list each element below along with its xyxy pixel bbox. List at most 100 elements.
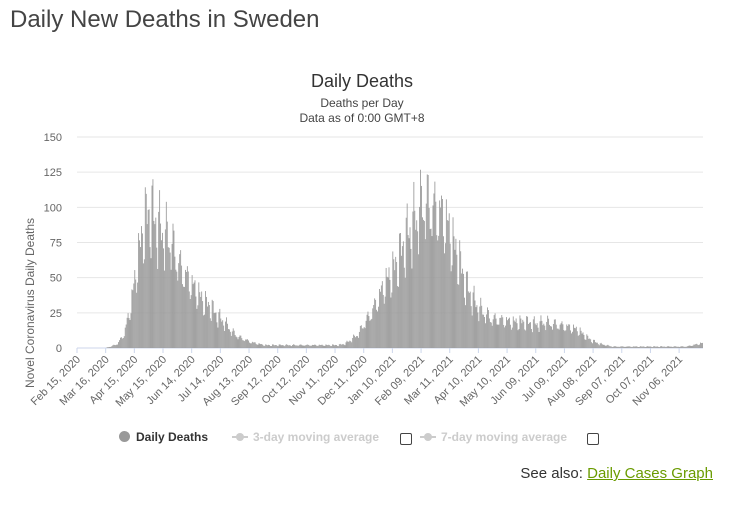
daily-deaths-bar [686,346,688,348]
daily-deaths-bar [257,344,259,348]
daily-deaths-bar [531,332,533,348]
daily-deaths-bar [388,267,390,348]
daily-deaths-bar [184,286,185,348]
daily-deaths-bar [265,344,267,348]
legend-7day-average[interactable]: 7-day moving average [420,429,567,445]
daily-deaths-bar [125,324,127,348]
daily-deaths-bar [587,335,589,348]
daily-deaths-bar [512,316,514,348]
daily-deaths-bar [412,211,414,348]
daily-deaths-bar [580,330,582,348]
daily-deaths-bar [530,328,532,348]
daily-deaths-bar [320,344,322,348]
daily-deaths-bar [574,328,576,348]
daily-deaths-bar [603,344,605,348]
daily-deaths-bar [463,273,464,348]
daily-deaths-bar [151,185,153,348]
daily-deaths-bar [568,324,570,348]
daily-deaths-bar [228,329,229,348]
daily-deaths-bar [162,232,163,348]
daily-deaths-bar [242,340,244,348]
daily-deaths-bar [260,344,262,348]
daily-deaths-bar [692,345,694,348]
daily-deaths-bar [314,344,316,348]
chart-subtitle-date: Data as of 0:00 GMT+8 [299,111,424,125]
daily-deaths-bar [222,320,224,348]
daily-deaths-bar [402,241,404,348]
daily-deaths-bar [444,253,445,348]
daily-deaths-bar [698,345,700,348]
daily-deaths-bar [279,344,281,348]
daily-deaths-bar [124,327,126,348]
daily-deaths-bar [168,247,170,348]
daily-deaths-bar [642,346,644,348]
daily-deaths-bar [616,346,617,348]
daily-deaths-bar [379,288,380,348]
daily-deaths-bar [520,318,522,348]
daily-deaths-bar [480,297,482,348]
daily-deaths-bar [459,240,461,348]
daily-deaths-bar [138,233,140,348]
daily-deaths-bar [466,271,468,348]
daily-deaths-bar [308,344,310,348]
daily-deaths-bar [130,313,132,348]
daily-deaths-bar [553,319,555,348]
daily-deaths-bar [472,292,474,348]
daily-deaths-bar [263,345,265,348]
daily-deaths-bar [295,345,297,348]
daily-deaths-bar [359,325,361,348]
daily-deaths-bar [147,209,149,348]
daily-deaths-bar [607,344,609,348]
daily-deaths-bar [354,335,356,348]
daily-deaths-bar [488,318,490,348]
daily-deaths-bar [663,346,665,348]
daily-deaths-bar [639,346,641,348]
daily-deaths-bar [239,335,241,348]
daily-deaths-bar [317,345,319,348]
legend-daily-deaths[interactable]: Daily Deaths [119,429,208,445]
ma7-checkbox[interactable] [587,433,599,445]
daily-deaths-bar [316,345,318,348]
daily-deaths-bar [287,344,289,348]
daily-deaths-bar [601,344,603,348]
daily-deaths-bar [532,319,534,348]
daily-deaths-bar [141,226,142,348]
daily-deaths-bar [465,305,466,348]
daily-deaths-bar [624,346,626,348]
daily-deaths-bar [115,345,117,348]
ma3-checkbox[interactable] [400,433,412,445]
daily-deaths-bar [581,333,583,348]
daily-deaths-bar [406,203,408,348]
daily-deaths-bar [256,344,258,348]
daily-deaths-bar [676,346,678,348]
daily-deaths-bar [700,342,701,348]
daily-deaths-bar [576,331,578,348]
daily-deaths-bar [508,317,510,348]
daily-deaths-bar [185,269,186,348]
grid-layer: 0 25 50 75 100 125 150 [44,132,703,355]
daily-deaths-bar [645,346,647,348]
daily-deaths-bar [438,235,440,348]
daily-cases-link[interactable]: Daily Cases Graph [587,465,713,482]
daily-deaths-bar [579,327,581,348]
daily-deaths-bar [163,248,164,348]
see-also-label: See also: [520,465,583,482]
legend-3day-average[interactable]: 3-day moving average [232,429,379,445]
daily-deaths-bar [557,328,559,348]
daily-deaths-bar [473,285,475,348]
y-tick-label: 125 [44,167,62,179]
daily-deaths-bar [261,343,263,348]
daily-deaths-bar [235,336,237,348]
daily-deaths-bar [626,346,628,348]
daily-deaths-bar [672,346,674,348]
daily-deaths-bar [135,279,137,348]
daily-deaths-bar [477,312,479,348]
daily-deaths-bar [348,341,350,348]
daily-deaths-bar [385,267,387,348]
daily-deaths-bar [291,346,292,348]
daily-deaths-bar [117,344,118,348]
daily-deaths-bar [133,283,135,348]
daily-deaths-bar [195,296,197,348]
daily-deaths-bar [521,323,523,348]
daily-deaths-bar [306,344,308,348]
